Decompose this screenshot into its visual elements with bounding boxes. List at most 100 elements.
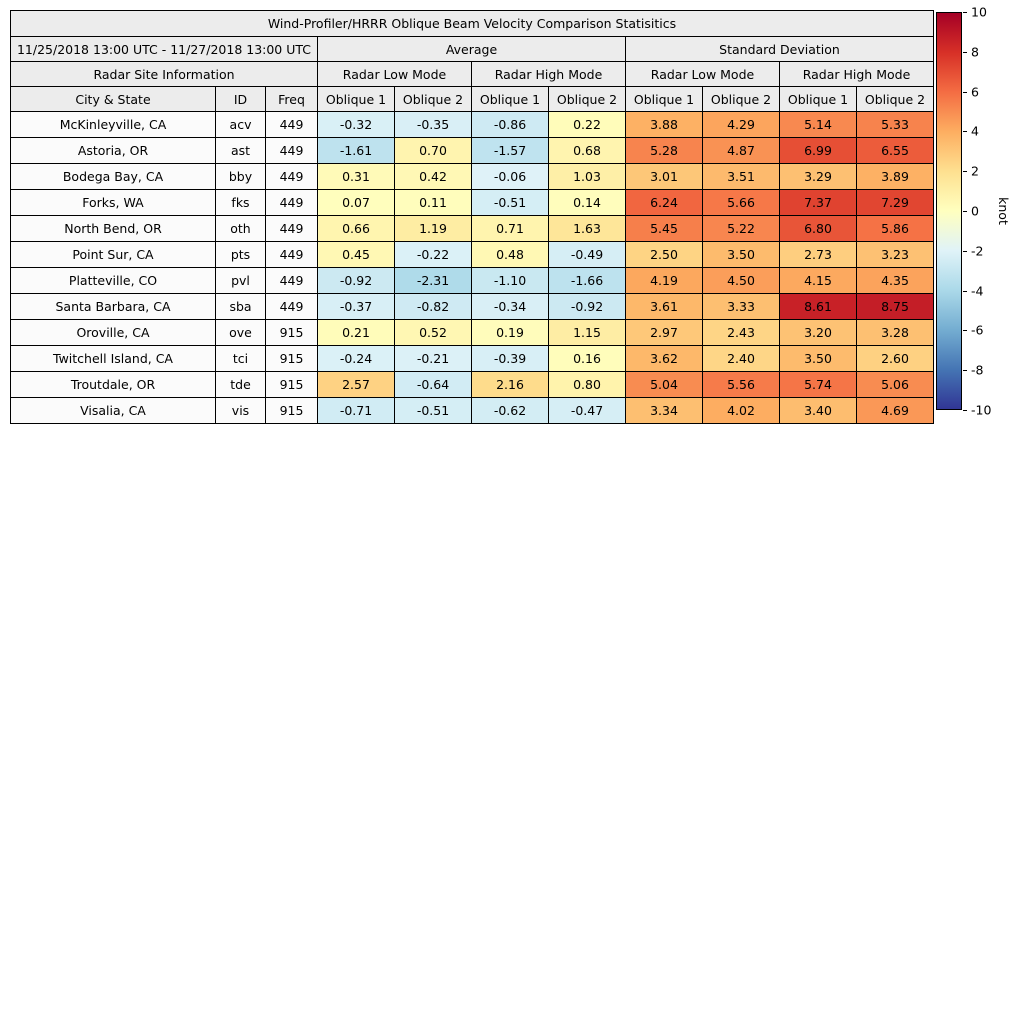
table-title: Wind-Profiler/HRRR Oblique Beam Velocity… [10,10,934,37]
freq-cell: 915 [265,371,318,398]
value-cell: 5.74 [779,371,857,398]
value-cell: 4.87 [702,137,780,164]
colorbar-tick [963,290,967,292]
value-cell: 3.62 [625,345,703,372]
colorbar-wrap: 10 8 6 4 2 0 -2 -4 -6 -8 -10 knot [936,5,1016,418]
std-high-mode-header: Radar High Mode [779,61,934,87]
table-row: North Bend, OR oth 449 0.66 1.19 0.71 1.63 5.45… [10,215,934,242]
value-cell: 5.33 [856,111,934,138]
colorbar-tick [963,51,967,53]
value-cell: 4.69 [856,397,934,424]
freq-cell: 449 [265,111,318,138]
table-header: Wind-Profiler/HRRR Oblique Beam Velocity… [10,10,934,112]
value-cell: 3.01 [625,163,703,190]
colorbar-ticks: 10 8 6 4 2 0 -2 -4 -6 -8 -10 [936,5,1016,418]
date-range: 11/25/2018 13:00 UTC - 11/27/2018 13:00 … [10,36,318,62]
value-cell: 8.61 [779,293,857,320]
value-cell: 2.16 [471,371,549,398]
value-cell: 3.28 [856,319,934,346]
value-cell: -0.35 [394,111,472,138]
value-cell: 3.88 [625,111,703,138]
value-cell: 3.34 [625,397,703,424]
column-header: Oblique 2 [394,86,472,112]
value-cell: -0.82 [394,293,472,320]
group-header-standard-deviation: Standard Deviation [625,36,934,62]
freq-cell: 915 [265,319,318,346]
value-cell: 5.28 [625,137,703,164]
std-low-mode-header: Radar Low Mode [625,61,780,87]
value-cell: 3.61 [625,293,703,320]
site-id-cell: vis [215,397,266,424]
value-cell: -0.49 [548,241,626,268]
column-header: Oblique 2 [702,86,780,112]
value-cell: -0.51 [471,189,549,216]
freq-cell: 449 [265,163,318,190]
site-id-cell: fks [215,189,266,216]
value-cell: -0.92 [548,293,626,320]
colorbar-tick [963,171,967,173]
column-header: Oblique 2 [548,86,626,112]
value-cell: -1.66 [548,267,626,294]
colorbar-tick-label: 8 [971,44,979,60]
table-row: Oroville, CA ove 915 0.21 0.52 0.19 1.15 2.97 2.… [10,319,934,346]
city-cell: Santa Barbara, CA [10,293,216,320]
freq-cell: 449 [265,293,318,320]
colorbar-tick-label: 6 [971,84,979,100]
colorbar-tick-label: 2 [971,163,979,179]
value-cell: -0.86 [471,111,549,138]
avg-high-mode-header: Radar High Mode [471,61,626,87]
colorbar-tick-label: -2 [971,243,984,259]
freq-cell: 449 [265,189,318,216]
value-cell: -2.31 [394,267,472,294]
colorbar-tick [963,410,967,411]
freq-cell: 449 [265,241,318,268]
site-id-cell: oth [215,215,266,242]
city-cell: Forks, WA [10,189,216,216]
value-cell: 0.70 [394,137,472,164]
freq-cell: 915 [265,397,318,424]
value-cell: 3.89 [856,163,934,190]
site-id-cell: sba [215,293,266,320]
site-id-cell: bby [215,163,266,190]
value-cell: 2.57 [317,371,395,398]
value-cell: 0.11 [394,189,472,216]
value-cell: 0.52 [394,319,472,346]
table-row: Point Sur, CA pts 449 0.45 -0.22 0.48 -0.49 2.5… [10,241,934,268]
colorbar-tick [963,330,967,332]
colorbar-tick-label: -4 [971,283,984,299]
colorbar-tick [963,250,967,252]
value-cell: 0.68 [548,137,626,164]
value-cell: 7.29 [856,189,934,216]
colorbar-tick-label: 0 [971,203,979,219]
value-cell: 1.63 [548,215,626,242]
city-cell: North Bend, OR [10,215,216,242]
city-cell: Point Sur, CA [10,241,216,268]
colorbar-tick [963,12,967,13]
value-cell: 4.29 [702,111,780,138]
stats-table: Wind-Profiler/HRRR Oblique Beam Velocity… [10,10,934,424]
freq-cell: 915 [265,345,318,372]
column-header: Freq [265,86,318,112]
table-row: Forks, WA fks 449 0.07 0.11 -0.51 0.14 6.24 5.66… [10,189,934,216]
value-cell: 3.50 [702,241,780,268]
value-cell: 0.71 [471,215,549,242]
value-cell: 1.03 [548,163,626,190]
value-cell: 4.19 [625,267,703,294]
table-row: Astoria, OR ast 449 -1.61 0.70 -1.57 0.68 5.28 4… [10,137,934,164]
colorbar [936,12,962,410]
colorbar-tick [963,131,967,133]
value-cell: 1.19 [394,215,472,242]
freq-cell: 449 [265,215,318,242]
value-cell: 0.07 [317,189,395,216]
table-row: Troutdale, OR tde 915 2.57 -0.64 2.16 0.80 5.04… [10,371,934,398]
colorbar-tick-label: 10 [971,4,987,20]
value-cell: 0.22 [548,111,626,138]
value-cell: -0.37 [317,293,395,320]
city-cell: Astoria, OR [10,137,216,164]
value-cell: 4.15 [779,267,857,294]
city-cell: McKinleyville, CA [10,111,216,138]
value-cell: 6.80 [779,215,857,242]
value-cell: 2.73 [779,241,857,268]
table-row: Visalia, CA vis 915 -0.71 -0.51 -0.62 -0.47 3.3… [10,397,934,424]
column-header: Oblique 1 [317,86,395,112]
